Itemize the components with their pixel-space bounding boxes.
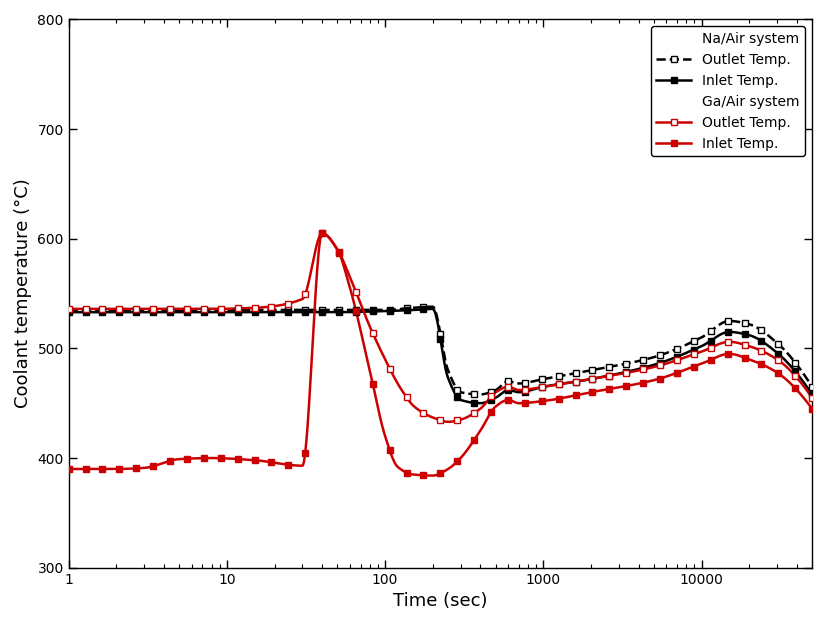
X-axis label: Time (sec): Time (sec) (393, 592, 487, 610)
Y-axis label: Coolant temperature (°C): Coolant temperature (°C) (14, 178, 32, 409)
Legend: Na/Air system, Outlet Temp., Inlet Temp., Ga/Air system, Outlet Temp., Inlet Tem: Na/Air system, Outlet Temp., Inlet Temp.… (651, 26, 805, 156)
